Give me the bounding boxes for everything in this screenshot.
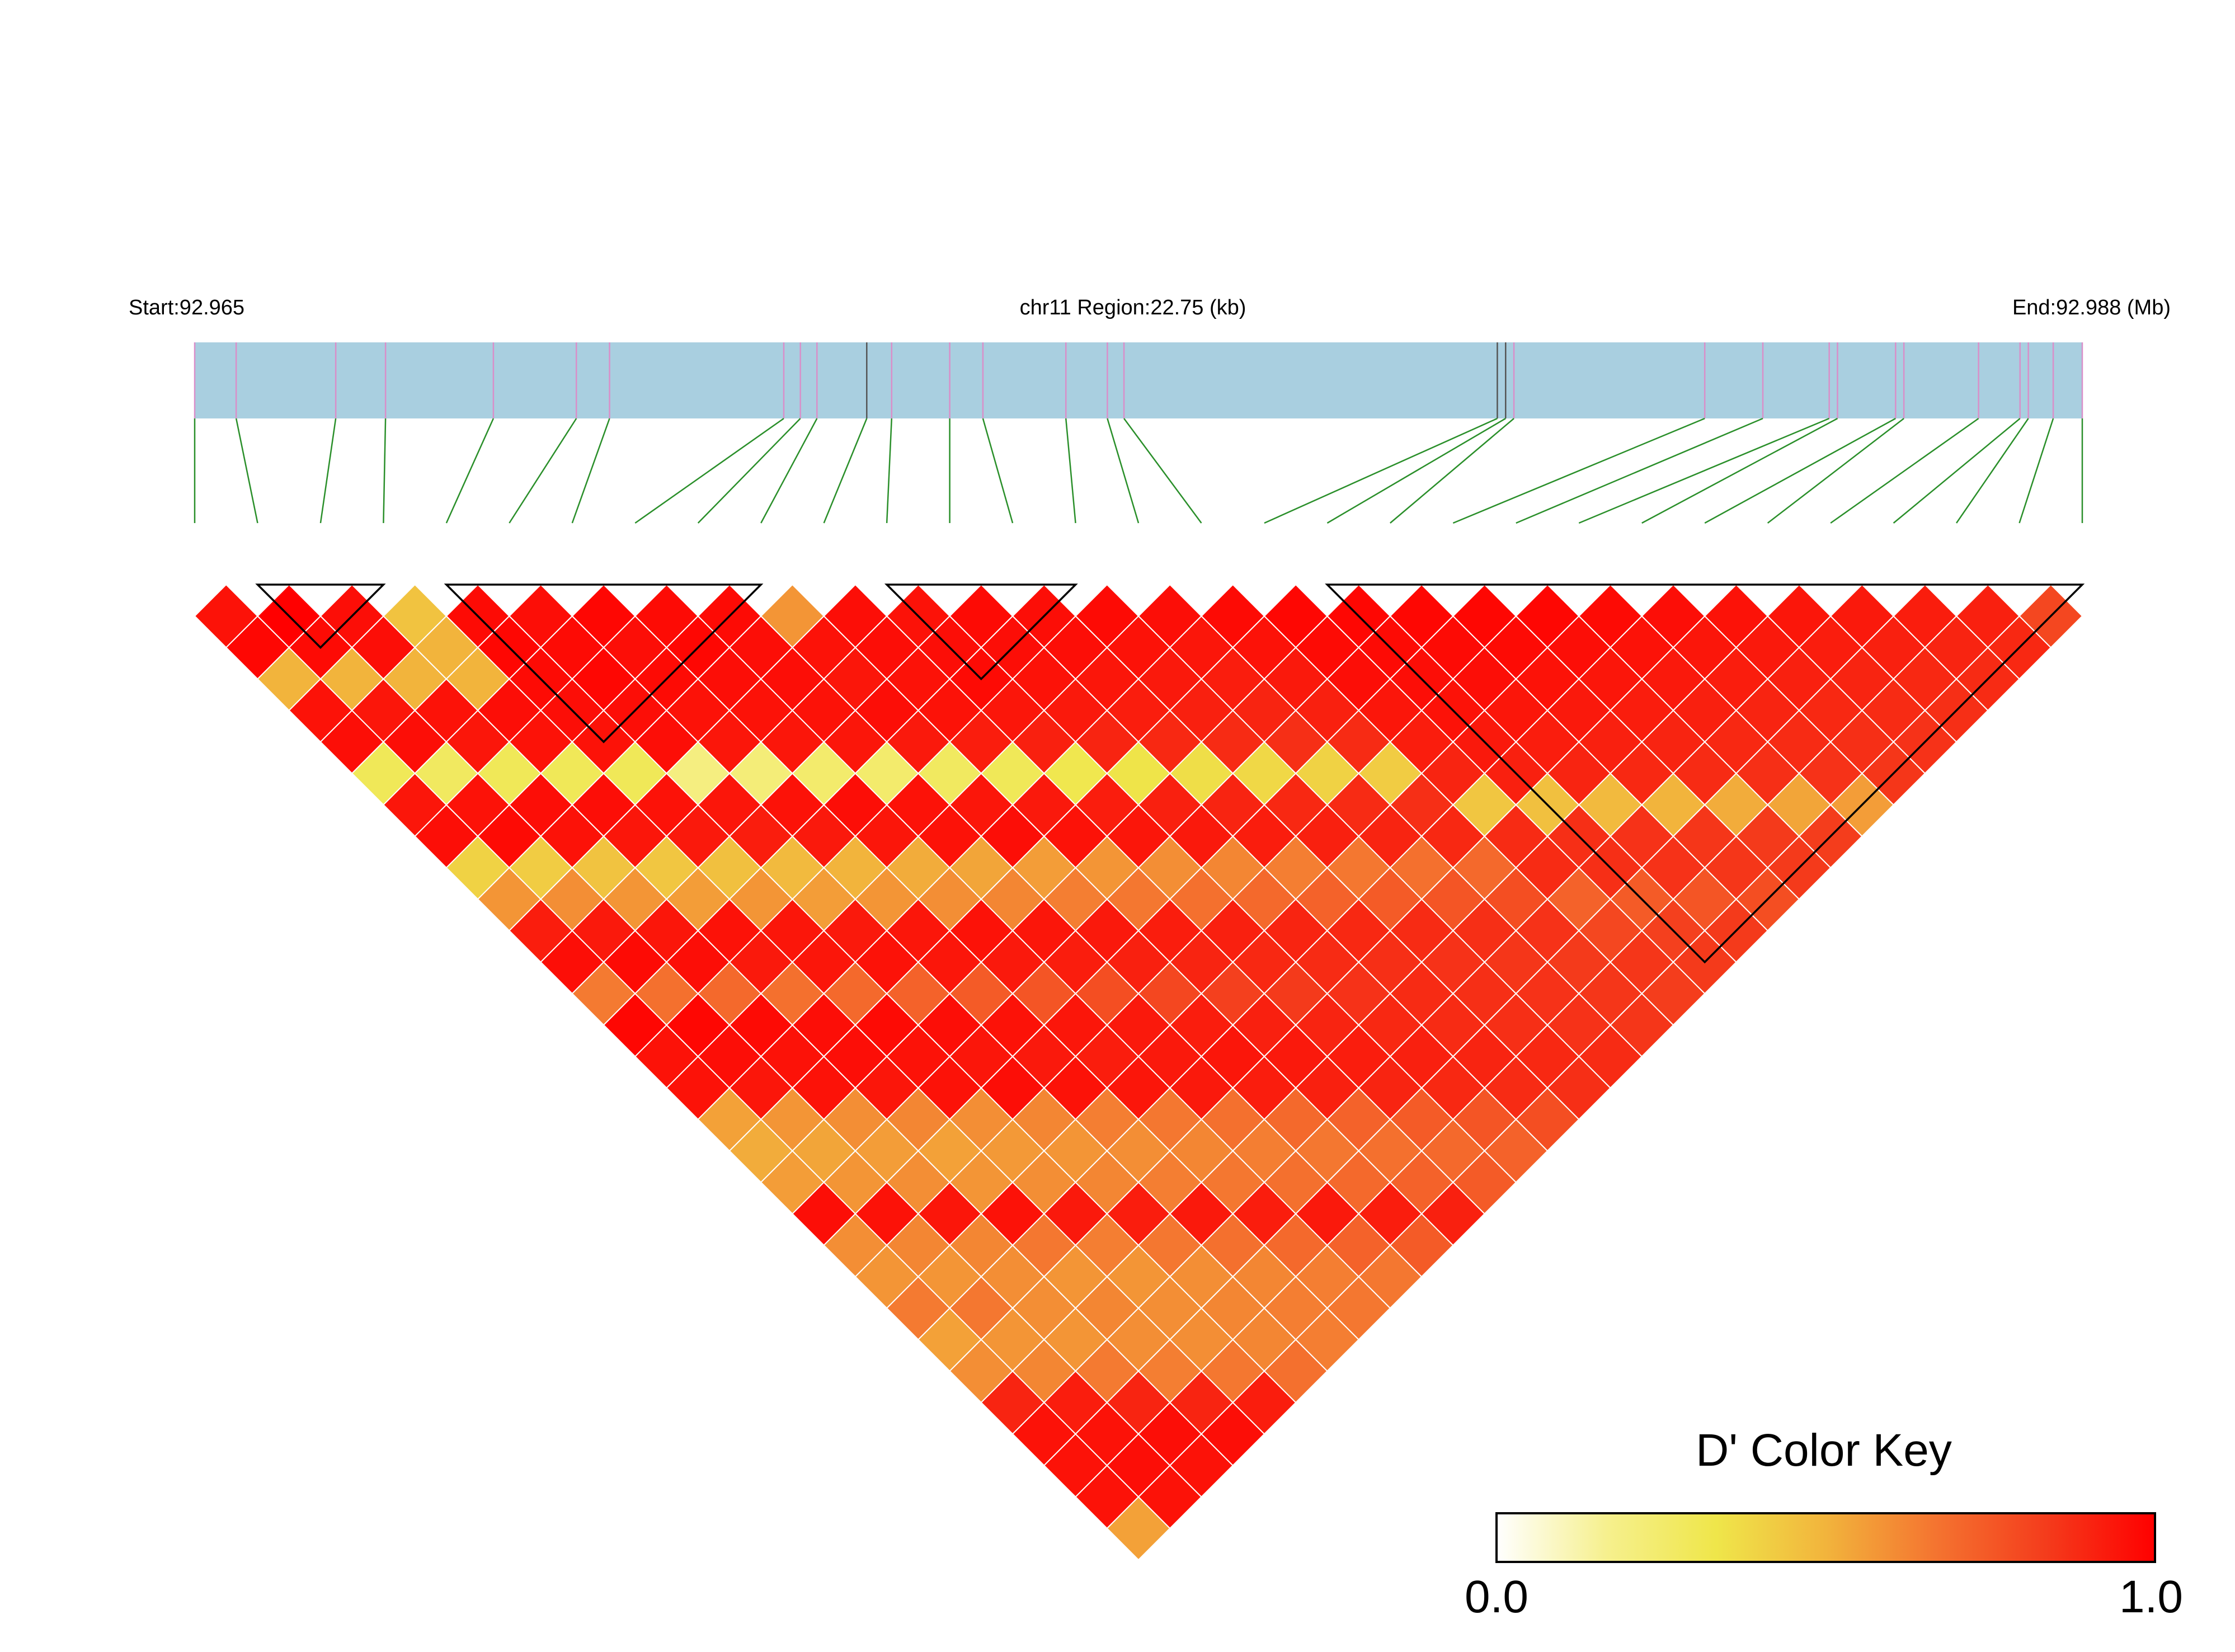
region-title-label: chr11 Region:22.75 (kb) xyxy=(1020,296,1246,319)
snp-connector xyxy=(1123,418,1202,524)
snp-connector-lines xyxy=(194,417,2083,524)
haplotype-block xyxy=(444,583,764,743)
ld-matrix-cells xyxy=(194,583,2083,1561)
snp-connector xyxy=(886,418,893,524)
snp-connector xyxy=(1830,417,1979,524)
region-end-label: End:92.988 (Mb) xyxy=(2012,296,2171,319)
snp-connector xyxy=(697,418,801,524)
color-key-gradient-bar xyxy=(1495,1512,2156,1563)
snp-connector xyxy=(1641,417,1838,524)
snp-connector xyxy=(823,418,868,524)
snp-connector xyxy=(509,418,577,524)
haplotype-block xyxy=(1325,583,2085,964)
snp-connector xyxy=(2018,418,2054,524)
snp-connector xyxy=(1767,418,1904,524)
color-key-title: D' Color Key xyxy=(1696,1425,1952,1476)
haplotype-block xyxy=(884,583,1078,681)
snp-connector xyxy=(634,417,784,524)
snp-connector xyxy=(1452,417,1705,524)
snp-connector xyxy=(1578,417,1830,524)
snp-connector xyxy=(1326,417,1506,524)
snp-connector xyxy=(982,418,1014,524)
snp-connector xyxy=(760,418,818,524)
snp-connector xyxy=(1390,418,1514,524)
snp-connector xyxy=(235,418,258,524)
haplotype-block xyxy=(255,583,386,649)
snp-connector xyxy=(571,418,610,524)
snp-connector xyxy=(1065,418,1076,524)
snp-connector xyxy=(1956,418,2029,524)
snp-connector xyxy=(1893,418,2021,524)
snp-connector xyxy=(1704,417,1896,524)
snp-connector xyxy=(319,418,337,524)
snp-connector xyxy=(445,418,495,524)
snp-connector xyxy=(1107,418,1140,524)
snp-connector xyxy=(383,418,387,524)
region-start-label: Start:92.965 xyxy=(129,296,244,319)
snp-connector xyxy=(1264,417,1498,524)
snp-ticks xyxy=(194,342,2083,418)
color-key-min-label: 0.0 xyxy=(1465,1571,1528,1622)
snp-position-track xyxy=(195,342,2082,418)
haplotype-block-outlines xyxy=(255,583,2085,964)
color-key-max-label: 1.0 xyxy=(2119,1571,2183,1622)
snp-connector xyxy=(1516,417,1763,524)
